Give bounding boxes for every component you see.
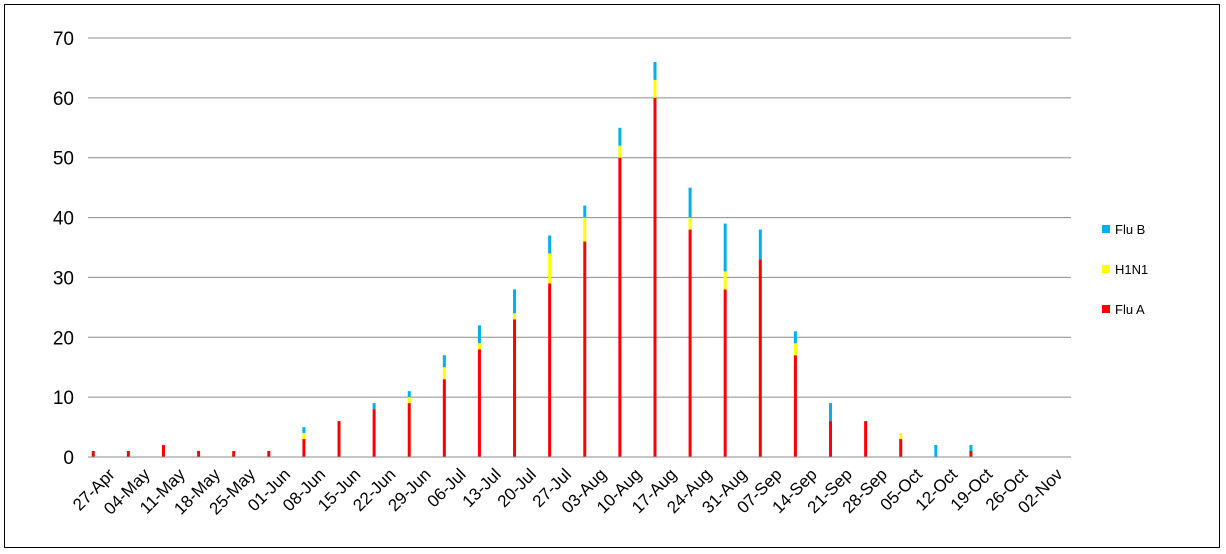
bar-h1n1 — [302, 433, 306, 440]
bar-flu-a — [793, 355, 797, 457]
bar-h1n1 — [618, 145, 622, 158]
bar-flu-a — [513, 319, 517, 457]
legend: Flu B H1N1 Flu A — [1102, 222, 1148, 317]
legend-label: Flu B — [1115, 222, 1145, 237]
bar-flu-b — [513, 289, 517, 314]
bar-flu-a — [267, 451, 271, 457]
bar-h1n1 — [477, 343, 481, 350]
bar-flu-b — [653, 61, 657, 80]
chart-frame: 0 10 20 30 40 50 60 70 27-Apr 04-May 11-May 18-May… — [4, 4, 1220, 548]
bar-h1n1 — [442, 367, 446, 380]
bar-flu-a — [91, 451, 95, 457]
legend-label: H1N1 — [1115, 262, 1148, 277]
bar-flu-b — [548, 235, 552, 254]
bar-flu-a — [126, 451, 130, 457]
bar-flu-a — [407, 403, 411, 457]
bar-flu-a — [829, 421, 833, 457]
y-tick-label: 70 — [53, 29, 74, 50]
bar-flu-b — [618, 127, 622, 146]
bars — [91, 61, 973, 457]
y-tick-label: 20 — [53, 328, 74, 349]
y-tick-label: 60 — [53, 89, 74, 110]
bar-h1n1 — [793, 343, 797, 356]
bar-flu-a — [548, 283, 552, 457]
x-tick-label: 06-Jul — [424, 465, 470, 511]
bar-flu-a — [688, 229, 692, 457]
bar-flu-a — [723, 289, 727, 457]
bar-h1n1 — [548, 253, 552, 284]
x-tick-label: 13-Jul — [459, 465, 505, 511]
bar-flu-b — [583, 205, 587, 218]
bar-flu-a — [161, 445, 165, 457]
bar-h1n1 — [723, 271, 727, 290]
bar-flu-a — [232, 451, 236, 457]
bar-flu-b — [934, 445, 938, 457]
y-tick-label: 10 — [53, 388, 74, 409]
bar-flu-a — [864, 421, 868, 457]
gridlines — [88, 37, 1071, 398]
bar-h1n1 — [688, 217, 692, 230]
bar-h1n1 — [583, 217, 587, 242]
bar-flu-a — [899, 439, 903, 457]
y-tick-label: 0 — [63, 448, 74, 469]
y-axis-ticks: 0 10 20 30 40 50 60 70 — [53, 29, 74, 469]
bar-flu-b — [302, 427, 306, 434]
bar-flu-b — [829, 403, 833, 422]
bar-flu-b — [969, 445, 973, 452]
bar-flu-a — [197, 451, 201, 457]
legend-swatch — [1102, 265, 1110, 273]
bar-flu-a — [337, 421, 341, 457]
bar-flu-a — [758, 259, 762, 457]
bar-flu-a — [302, 439, 306, 457]
bar-flu-b — [723, 223, 727, 272]
bar-flu-b — [477, 325, 481, 344]
bar-flu-a — [442, 379, 446, 457]
bar-flu-a — [583, 241, 587, 457]
y-tick-label: 30 — [53, 268, 74, 289]
bar-flu-a — [477, 349, 481, 457]
bar-flu-a — [653, 97, 657, 457]
bar-flu-b — [688, 187, 692, 218]
bar-flu-b — [372, 403, 376, 410]
bar-flu-a — [618, 157, 622, 457]
bar-flu-b — [442, 355, 446, 368]
bar-h1n1 — [653, 79, 657, 98]
bar-flu-b — [407, 391, 411, 398]
stacked-bar-chart: 0 10 20 30 40 50 60 70 27-Apr04-May11-May18-May… — [53, 29, 1148, 519]
bar-h1n1 — [513, 313, 517, 320]
bar-flu-a — [372, 409, 376, 457]
bar-h1n1 — [407, 397, 411, 404]
y-tick-label: 40 — [53, 209, 74, 230]
legend-label: Flu A — [1115, 302, 1145, 317]
bar-flu-b — [793, 331, 797, 344]
legend-swatch — [1102, 225, 1110, 233]
bar-flu-b — [758, 229, 762, 260]
bar-flu-a — [969, 451, 973, 457]
x-tick-label: 20-Jul — [494, 465, 540, 511]
bar-h1n1 — [899, 433, 903, 440]
y-tick-label: 50 — [53, 149, 74, 170]
x-axis-ticks: 27-Apr04-May11-May18-May25-May01-Jun08-J… — [69, 465, 1067, 519]
legend-swatch — [1102, 305, 1110, 313]
